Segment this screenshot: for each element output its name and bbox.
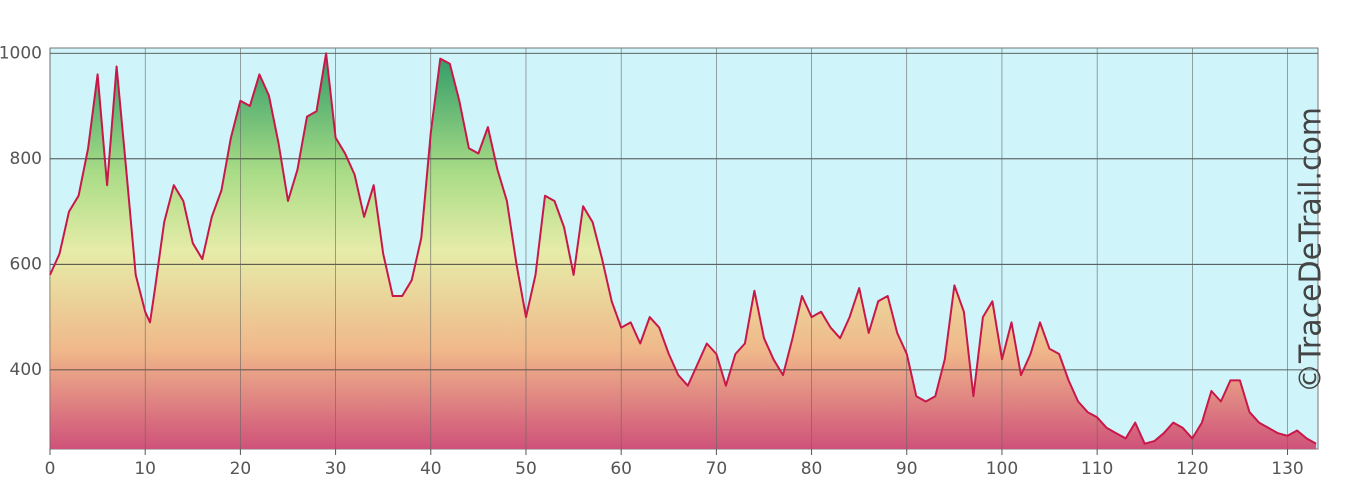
x-tick-label: 120 bbox=[1176, 459, 1208, 479]
x-tick-label: 90 bbox=[896, 459, 918, 479]
x-tick-label: 60 bbox=[610, 459, 632, 479]
x-tick-label: 70 bbox=[706, 459, 728, 479]
x-tick-label: 30 bbox=[325, 459, 347, 479]
x-tick-label: 40 bbox=[420, 459, 442, 479]
x-tick-label: 0 bbox=[45, 459, 56, 479]
x-tick-label: 110 bbox=[1081, 459, 1113, 479]
y-tick-label: 400 bbox=[10, 360, 42, 380]
y-tick-label: 600 bbox=[10, 254, 42, 274]
x-tick-label: 100 bbox=[986, 459, 1018, 479]
x-tick-label: 20 bbox=[230, 459, 252, 479]
x-tick-label: 50 bbox=[515, 459, 537, 479]
y-tick-label: 1000 bbox=[0, 43, 42, 63]
x-tick-label: 80 bbox=[801, 459, 823, 479]
elevation-line bbox=[49, 52, 1317, 445]
x-tick-label: 130 bbox=[1271, 459, 1303, 479]
x-tick-label: 10 bbox=[134, 459, 156, 479]
watermark: ©TraceDeTrail.com bbox=[1294, 107, 1329, 393]
y-tick-label: 800 bbox=[10, 149, 42, 169]
